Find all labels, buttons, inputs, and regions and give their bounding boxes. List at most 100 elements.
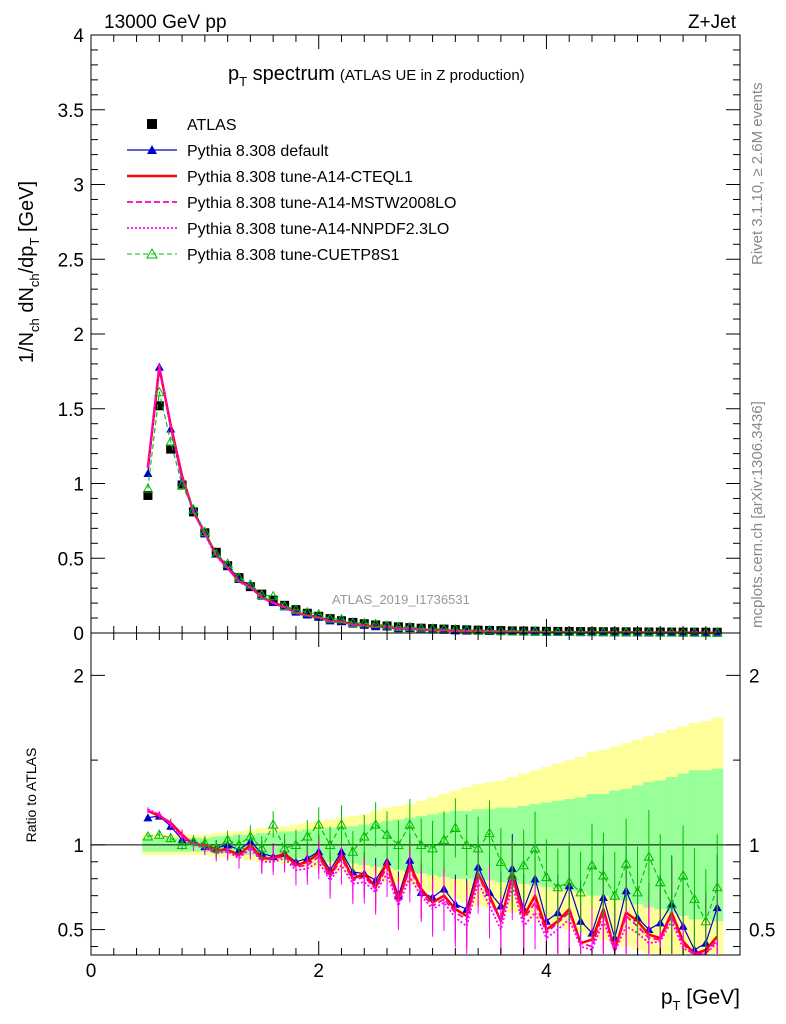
y-tick-label: 4 [73,26,84,47]
series-marker [620,626,632,637]
collision-label: 13000 GeV pp [104,12,227,33]
data-point [143,490,153,500]
ratio-marker [666,898,678,909]
ratio-marker [575,886,586,897]
series-marker [176,479,188,490]
ratio-marker [484,827,495,838]
series-marker [666,626,678,637]
ratio-marker [450,822,461,832]
ratio-marker [165,832,177,843]
ratio-marker [290,839,302,849]
ratio-y-tick-label: 1 [73,836,84,857]
y-tick-label: 1.5 [58,400,84,421]
series-marker [222,558,233,568]
ratio-marker [324,839,336,849]
series-marker [256,589,268,600]
ratio-y-axis-label: Ratio to ATLAS [23,748,39,843]
y-tick-label: 2 [73,325,84,346]
y-tick-label: 0 [73,624,84,645]
series-marker [188,503,199,514]
ratio-marker [506,869,518,880]
ratio-marker [541,871,552,882]
x-tick-label: 2 [313,961,324,982]
ratio-marker [404,818,416,829]
ratio-marker [711,881,723,892]
ratio-ticks: 0 2 4 0.5 0.5 1 1 2 2 [58,633,775,982]
xlabel-a-sub: T [673,998,681,1013]
series-marker [598,626,609,637]
ratio-marker [654,876,666,887]
x-axis-label: pT [GeV] [661,986,740,1013]
series-marker [153,386,165,397]
ratio-marker [199,837,211,848]
data-point [166,444,176,454]
series-marker [415,622,427,633]
series-marker [199,526,211,536]
ratio-marker [267,818,279,829]
ylabel-d: [GeV] [16,181,38,238]
series-marker [643,626,655,637]
series-marker [347,617,359,627]
legend-label: Pythia 8.308 tune-A14-NNPDF2.3LO [187,221,449,238]
ratio-marker [677,869,689,880]
ratio-y-tick-label: 0.5 [58,921,84,942]
series-marker [370,618,381,629]
ratio-marker [279,842,290,853]
ratio-marker [415,839,427,849]
legend-marker [146,247,158,259]
series-marker [393,621,404,631]
xlabel-b: [GeV] [680,986,740,1009]
series-marker [324,613,336,623]
series-marker [290,604,302,614]
ratio-marker [461,839,473,849]
side-label-rivet: Rivet 3.1.10, ≥ 2.6M events [749,83,766,266]
ratio-marker [563,876,575,887]
y-tick-label: 0.5 [58,549,84,570]
series-marker [336,613,347,624]
ratio-marker [689,893,700,904]
series-marker [142,483,154,493]
legend-marker [147,145,157,154]
legend-label: ATLAS [187,117,237,134]
legend: ATLAS Pythia 8.308 default Pythia 8.308 tu… [127,117,456,264]
ratio-marker [700,915,712,926]
ratio-marker [495,856,507,866]
ratio-marker [609,890,621,900]
ratio-marker [598,869,609,880]
ratio-marker [427,842,438,853]
series-marker [233,572,245,582]
ylabel-a: 1/N [16,332,38,363]
ratio-marker [518,859,530,870]
ratio-y-tick-label-right: 0.5 [749,921,775,942]
y-tick-label: 3.5 [58,101,84,122]
title-main-rest: spectrum [247,63,335,85]
ratio-marker [256,842,268,853]
ratio-marker [381,829,393,839]
series-marker [279,600,290,610]
series-marker [689,626,700,637]
ratio-marker [245,830,256,841]
ratio-marker [472,842,484,853]
series-marker [210,548,222,558]
side-label-mcplots: mcplots.cern.ch [arXiv:1306.3436] [749,401,766,628]
main-panel: 0 0.5 1 1.5 2 2.5 3 3.5 4 [58,26,741,645]
x-tick-label: 0 [86,961,97,982]
ratio-marker [233,839,245,849]
series-marker [245,578,256,589]
process-label: Z+Jet [688,12,737,33]
legend-label: Pythia 8.308 tune-A14-CTEQL1 [187,169,413,186]
ylabel-c-sub: T [27,238,42,246]
xlabel-a: p [661,986,673,1009]
ratio-panel: 0 2 4 0.5 0.5 1 1 2 2 [58,632,775,982]
ratio-marker [370,818,381,829]
ratio-marker [301,830,313,841]
series-marker [313,608,325,619]
data-point [154,401,164,411]
ratio-marker [188,835,199,846]
ratio-marker [347,846,359,856]
ratio-marker [529,842,541,853]
ylabel-a-sub: ch [27,318,42,332]
series-marker [575,626,586,637]
series-marker [143,468,153,478]
